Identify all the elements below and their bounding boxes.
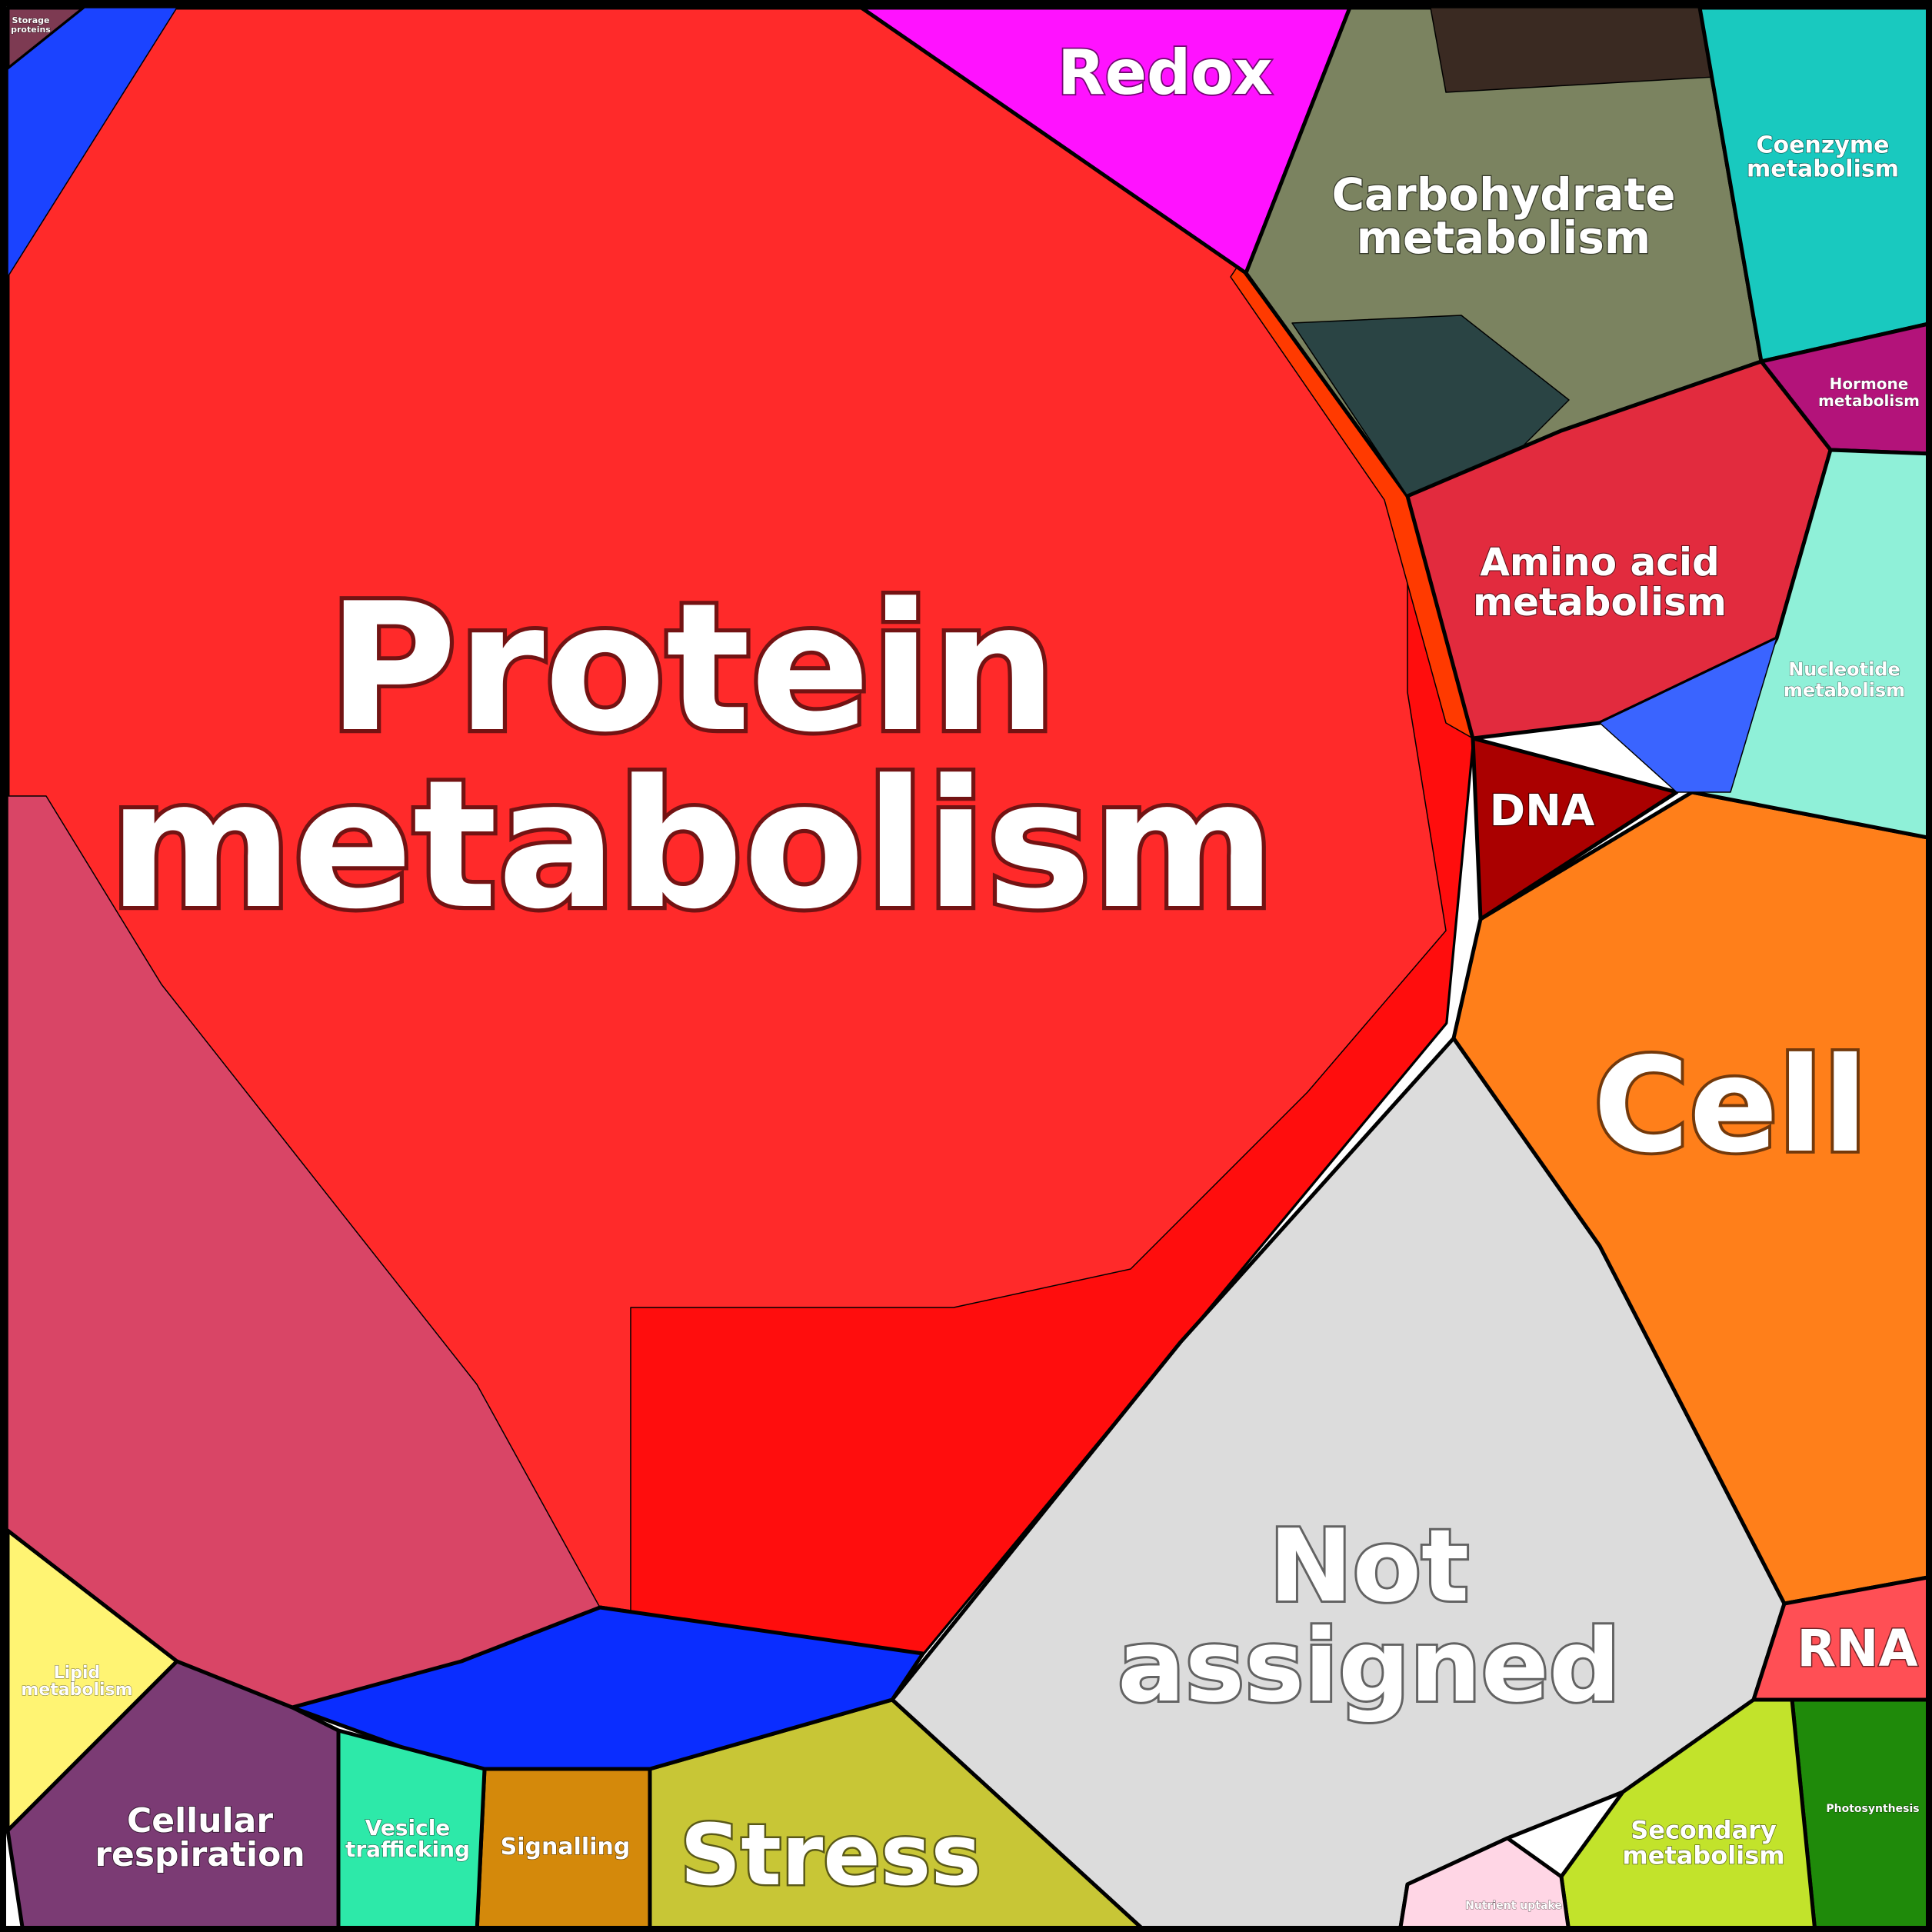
category-label: Cellular respiration [95, 1801, 305, 1874]
category-label: Signalling [501, 1834, 631, 1860]
category-label: DNA [1490, 786, 1595, 836]
category-label: Lipid metabolism [21, 1664, 132, 1700]
category-label: Storage proteins [11, 15, 51, 35]
region-rna [1751, 1574, 1932, 1702]
category-label: Photosynthesis [1826, 1803, 1919, 1815]
category-label: Vesicle trafficking [345, 1815, 470, 1862]
category-label: Cell [1594, 1030, 1868, 1182]
region-nucleotide-sub-blue [1599, 638, 1777, 793]
category-label: RNA [1797, 1619, 1917, 1678]
category-label: Not assigned [1118, 1507, 1621, 1724]
category-label: Stress [680, 1806, 981, 1904]
category-label: Redox [1058, 37, 1273, 108]
category-label: Secondary metabolism [1622, 1816, 1784, 1870]
category-label: Carbohydrate metabolism [1331, 168, 1675, 264]
region-carbohydrate-sub-brown [1430, 7, 1716, 93]
region-nucleotide-metabolism [1690, 448, 1932, 841]
category-label: Protein metabolism [108, 566, 1276, 948]
region-blue-corner [7, 7, 178, 278]
category-label: Amino acid metabolism [1473, 540, 1727, 625]
category-label: Hormone metabolism [1818, 375, 1920, 410]
region-coenzyme-metabolism [1697, 5, 1932, 364]
category-label: Nutrient uptake [1465, 1900, 1562, 1912]
region-nutrient-uptake [1397, 1836, 1571, 1932]
region-dna [1471, 736, 1679, 921]
region-carbohydrate-sub-dark [1291, 315, 1570, 497]
region-lipid-metabolism [5, 1528, 179, 1833]
category-label: Nucleotide metabolism [1784, 659, 1905, 701]
region-protein-sub-red2 [630, 495, 1474, 1654]
category-label: Coenzyme metabolism [1747, 132, 1899, 182]
